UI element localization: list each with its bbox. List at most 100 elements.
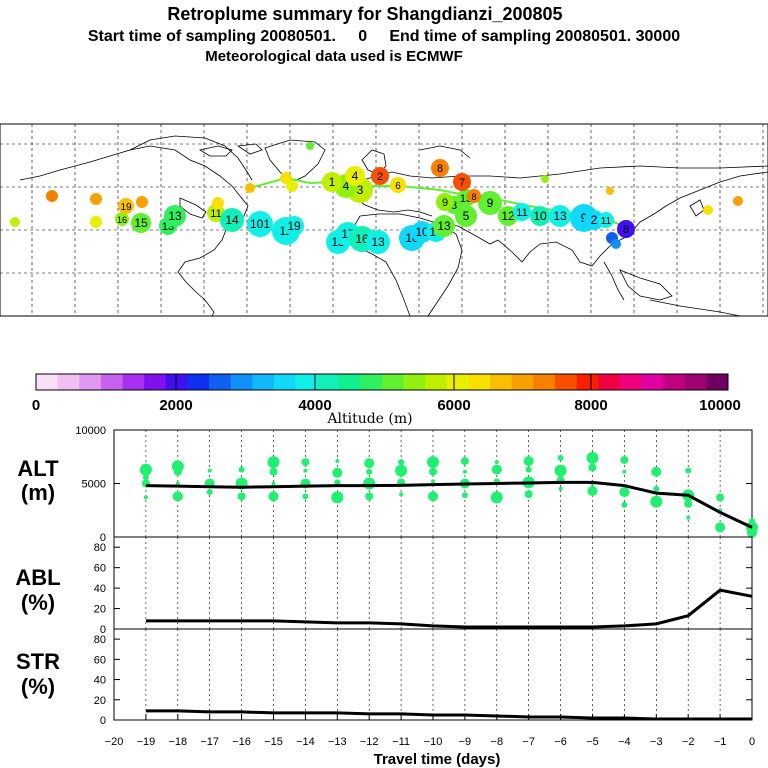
plume-marker-label: 13 [168,209,182,223]
plume-marker [703,205,713,215]
y-tick-label: 0 [100,715,106,727]
colorbar-cell [706,374,729,390]
x-tick-label: −11 [392,736,410,748]
colorbar-tick-label: 4000 [298,397,331,414]
x-tick-label: −1 [714,736,727,748]
alt-scatter-point [651,466,662,477]
plume-marker [478,191,502,215]
plume-marker [131,213,151,233]
alt-scatter-point [491,464,502,475]
plume-marker [306,142,314,150]
plume-marker-label: 5 [463,209,470,223]
alt-scatter-point [427,456,439,469]
x-tick-label: −3 [650,736,663,748]
x-axis-title: Travel time (days) [374,751,501,768]
plume-marker [541,175,549,183]
plume-marker-label: 16 [117,215,127,225]
x-tick-label: −10 [424,736,443,748]
y-tick-label: 10000 [75,425,106,437]
plume-marker-label: 7 [459,177,465,189]
alt-scatter-point [586,451,599,464]
alt-scatter-point [302,493,309,500]
y-tick-label: 40 [94,583,106,595]
colorbar-cell [57,374,80,390]
colorbar-cell [663,374,686,390]
colorbar-cell [360,374,383,390]
sampling-times: Start time of sampling 20080501. 0 End t… [88,28,680,45]
plume-marker [598,212,614,228]
alt-scatter-point [142,474,149,481]
colorbar-tick-label: 8000 [574,397,607,414]
plume-marker [390,177,406,193]
plume-marker [584,210,604,230]
str-panel-unit: (%) [21,674,55,699]
plume-marker-label: 10 [415,225,429,239]
colorbar-cell [230,374,253,390]
alt-panel-label: ALT [17,456,59,481]
plume-marker-label: 11 [601,216,612,227]
plume-marker-label: 8 [471,192,476,202]
colorbar-cell [144,374,167,390]
y-tick-label: 60 [94,563,106,575]
alt-scatter-point [335,459,340,464]
plume-marker [549,205,571,227]
alt-scatter-point [587,485,598,496]
colorbar-cell [533,374,556,390]
map-panel: 1619151313111410112191517161316101413581… [0,123,768,317]
colorbar-cell [122,374,145,390]
y-tick-label: 80 [94,542,106,554]
colorbar-tick-label: 2000 [159,397,192,414]
alt-scatter-point [271,481,276,486]
plume-marker [115,212,129,226]
alt-scatter-point [524,490,533,499]
plume-marker [286,180,298,192]
alt-scatter-point [650,495,663,508]
colorbar-cell [641,374,664,390]
x-tick-label: −16 [232,736,251,748]
plume-marker [436,193,454,211]
x-tick-label: −7 [522,736,535,748]
x-tick-label: −8 [491,736,504,748]
plume-marker-label: 13 [437,219,451,233]
alt-scatter-point [172,491,183,502]
alt-scatter-point [557,454,564,461]
plume-marker [46,190,58,202]
alt-scatter-point [171,460,184,473]
alt-scatter-point [365,492,374,501]
plume-marker-label: 19 [120,202,132,213]
colorbar-cell [684,374,707,390]
alt-scatter-point [558,486,563,491]
alt-scatter-point [460,457,469,466]
colorbar-cell [382,374,405,390]
plume-marker [10,217,20,227]
alt-scatter-point [494,460,499,465]
alt-scatter-point [461,492,468,499]
alt-scatter-point [621,501,628,508]
plume-marker [90,216,102,228]
x-tick-label: −2 [682,736,695,748]
alt-scatter-point [206,489,213,496]
colorbar-cell [598,374,621,390]
plume-marker [366,230,390,254]
plume-marker-label: 10 [533,209,547,223]
alt-scatter-point [554,464,567,477]
alt-scatter-point [238,466,245,473]
plume-marker-label: 11 [210,208,221,220]
plume-marker-label: 13 [553,209,567,223]
alt-scatter-point [331,491,344,504]
altitude-colorbar: 0 2000 4000 6000 8000 10000 Altitude (m) [32,373,741,427]
plume-marker-label: 2 [591,213,598,227]
plume-marker-label: 8 [451,200,457,212]
plume-marker-label: 9 [442,197,448,209]
plume-marker [284,216,304,236]
plume-marker-label: 6 [395,181,401,192]
plume-marker-label: 8 [623,224,629,236]
colorbar-cell [446,374,469,390]
alt-scatter-point [301,458,310,467]
colorbar-cell [619,374,642,390]
x-tick-label: −17 [200,736,219,748]
plume-marker-label: 15 [134,216,148,230]
x-tick-label: −5 [586,736,599,748]
y-tick-label: 5000 [82,479,106,491]
